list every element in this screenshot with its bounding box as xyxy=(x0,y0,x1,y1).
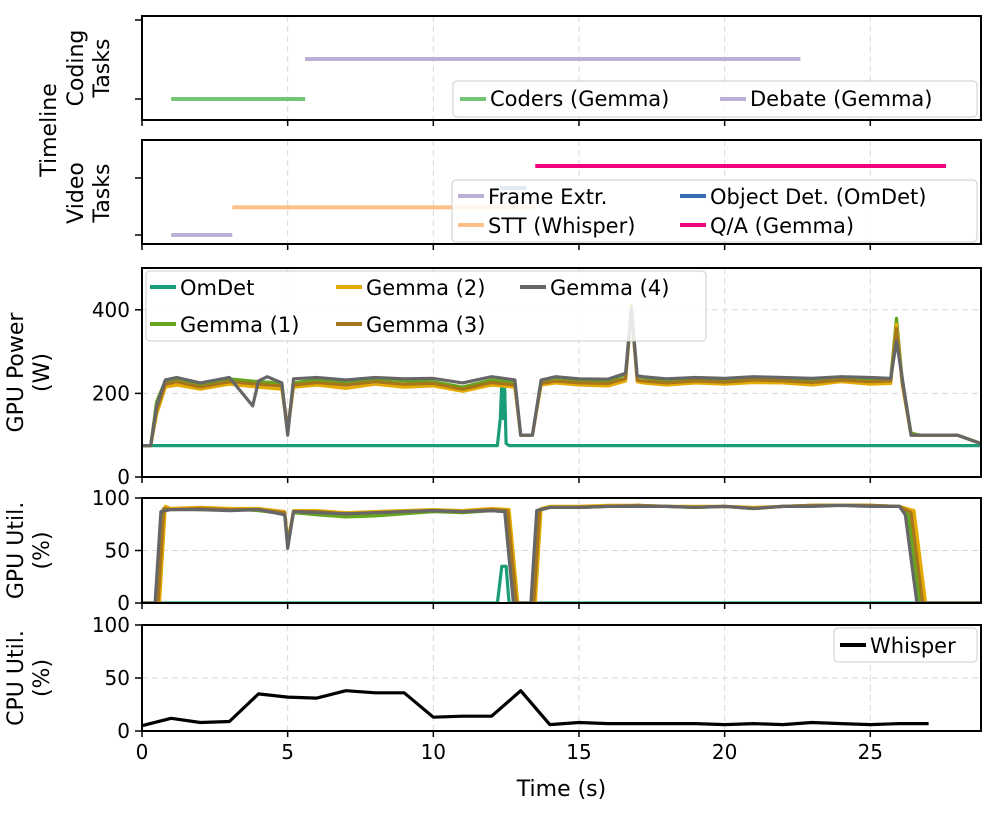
y-axis-label: Coding xyxy=(64,30,89,107)
series-line-whisper xyxy=(142,689,929,728)
legend-label: Gemma (2) xyxy=(366,276,485,300)
y-tick-label: 0 xyxy=(117,591,130,615)
plot-frame xyxy=(141,267,982,478)
series-line-gemma-3- xyxy=(142,310,981,448)
legend: Frame Extr. STT (Whisper) Object Det. (OmD… xyxy=(451,179,978,243)
plot-frame xyxy=(141,15,982,121)
x-tick-label: 5 xyxy=(281,740,294,764)
legend-label: Gemma (3) xyxy=(366,313,485,337)
legend-frame xyxy=(452,80,978,118)
series-line-gemma-4- xyxy=(142,503,981,603)
series-line-gemma-1- xyxy=(142,503,981,603)
y-axis-label: (%) xyxy=(30,659,55,697)
legend-label: Frame Extr. xyxy=(488,185,607,209)
y-tick-label: 0 xyxy=(117,719,130,743)
legend: Whisper xyxy=(833,627,978,663)
panel-gpu-power: 0 200 400 GPU Power (W) OmDet Gemma (1) Gemma (… xyxy=(4,267,982,489)
y-axis-label: GPU Util. xyxy=(4,502,29,599)
legend-frame xyxy=(145,270,707,342)
y-axis-label: Tasks xyxy=(90,39,115,99)
y-axis-label: CPU Util. xyxy=(4,630,29,726)
legend-label: Gemma (1) xyxy=(180,313,299,337)
y-axis-label: Tasks xyxy=(90,164,115,224)
legend: OmDet Gemma (1) Gemma (2) Gemma (3) Gemma (4… xyxy=(145,270,707,342)
panel-timeline-video: Video Tasks Frame Extr. STT (Whisper) Object… xyxy=(64,139,982,250)
x-tick-label: 15 xyxy=(566,740,591,764)
legend-frame xyxy=(833,627,978,663)
y-axis-label: GPU Power xyxy=(4,312,29,433)
series-line-gemma-2- xyxy=(142,304,981,448)
plot-frame xyxy=(141,624,982,732)
y-tick-label: 100 xyxy=(92,613,130,637)
timeline-shared-label: Timeline xyxy=(37,83,62,178)
y-axis-label: Video xyxy=(64,162,89,224)
y-tick-label: 400 xyxy=(92,298,130,322)
panel-gpu-util: 0 50 100 GPU Util. (%) xyxy=(4,486,982,615)
y-axis-label: (%) xyxy=(30,531,55,569)
legend-label: Coders (Gemma) xyxy=(490,87,669,111)
series-line-gemma-2- xyxy=(142,503,981,603)
series-line-gemma-4- xyxy=(142,306,981,448)
legend-label: STT (Whisper) xyxy=(488,214,635,238)
x-tick-label: 10 xyxy=(421,740,446,764)
legend-label: Gemma (4) xyxy=(550,276,669,300)
x-axis-label: Time (s) xyxy=(516,777,606,802)
y-tick-label: 50 xyxy=(105,666,130,690)
panel-cpu-util: 0 50 100 0 5 10 15 20 25 CPU Util. (%) Whisper Time … xyxy=(4,613,982,802)
legend-label: OmDet xyxy=(180,276,254,300)
plot-frame xyxy=(141,497,982,604)
y-tick-label: 200 xyxy=(92,381,130,405)
series-line-gemma-3- xyxy=(142,503,981,603)
legend-label: Whisper xyxy=(870,634,956,658)
x-tick-label: 25 xyxy=(858,740,883,764)
y-tick-label: 50 xyxy=(105,539,130,563)
y-tick-label: 0 xyxy=(117,465,130,489)
legend-label: Object Det. (OmDet) xyxy=(710,185,926,209)
series-line-omdet xyxy=(142,381,981,448)
y-tick-label: 100 xyxy=(92,486,130,510)
plot-frame xyxy=(141,139,982,245)
x-tick-label: 20 xyxy=(712,740,737,764)
x-tick-label: 0 xyxy=(136,740,149,764)
legend-frame xyxy=(451,179,978,243)
series-line-omdet xyxy=(142,564,981,603)
legend-label: Debate (Gemma) xyxy=(750,87,932,111)
panel-timeline-coding: Coding Tasks Coders (Gemma) Debate (Gemma) xyxy=(64,15,982,126)
y-axis-label: (W) xyxy=(30,353,55,392)
legend: Coders (Gemma) Debate (Gemma) xyxy=(452,80,978,118)
legend-label: Q/A (Gemma) xyxy=(710,214,854,238)
